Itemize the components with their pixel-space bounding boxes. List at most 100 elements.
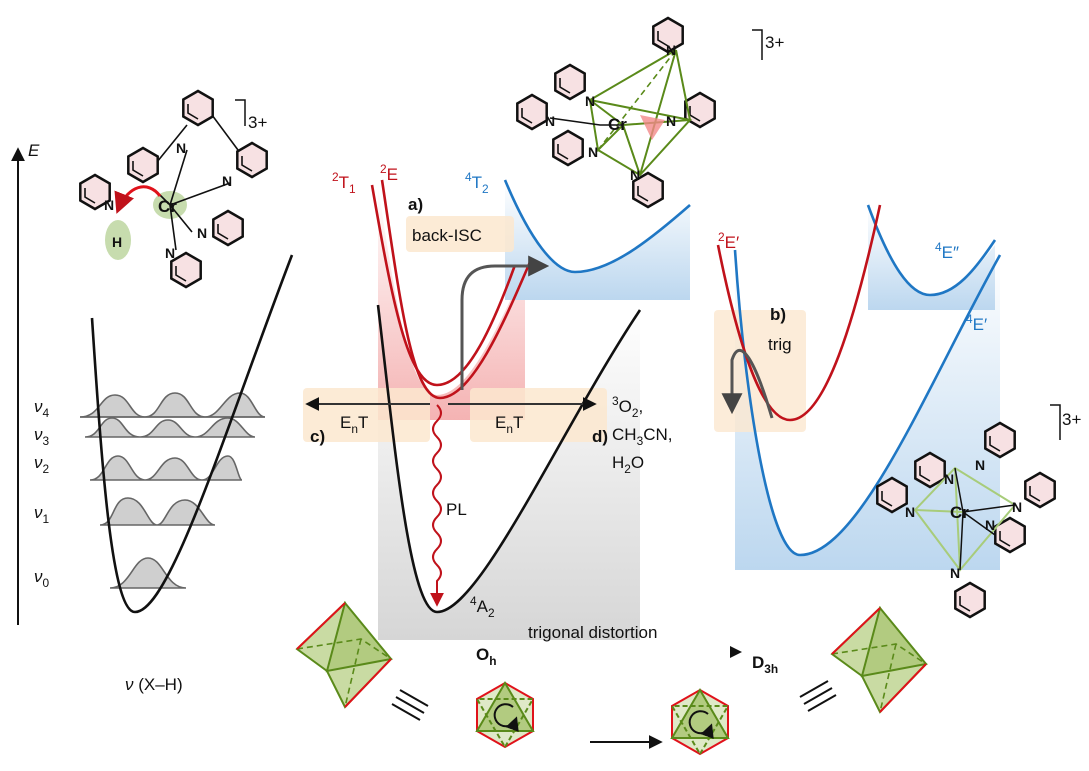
text-part: O — [476, 645, 489, 664]
atom: N — [197, 225, 207, 241]
shape-use — [915, 453, 944, 487]
atom: N — [585, 93, 595, 109]
shape-use — [877, 478, 906, 512]
shape-use — [685, 93, 714, 127]
text-part: 1 — [349, 182, 356, 196]
metal: Cr — [608, 115, 627, 134]
text-part: 3 — [43, 434, 50, 448]
text-part: D — [752, 653, 764, 672]
arrow-head — [730, 646, 742, 658]
state-label: 2E′ — [718, 230, 739, 252]
panel-label: d) — [592, 427, 608, 446]
text-part: T — [358, 413, 368, 432]
text-part: n — [351, 422, 358, 436]
text-part: O — [619, 397, 632, 416]
atom: N — [905, 504, 915, 520]
text-part: h — [489, 654, 496, 668]
highlight-box — [714, 310, 806, 432]
text-part: , — [638, 397, 643, 416]
state-label: 4E″ — [935, 240, 959, 262]
level-label: ν3 — [34, 425, 50, 448]
process-label: back-ISC — [412, 226, 482, 245]
text-part: CN, — [643, 425, 672, 444]
text-part: E — [495, 413, 506, 432]
atom: N — [104, 197, 114, 213]
atom: N — [666, 113, 676, 129]
emission — [433, 405, 441, 604]
equivalence — [800, 681, 836, 711]
text-part: T — [513, 413, 523, 432]
metal: Cr — [158, 197, 177, 216]
shape-use — [213, 211, 242, 245]
panel-label: c) — [310, 427, 325, 446]
molecule: N N N N N Cr H 3+ — [80, 91, 267, 287]
text-part: 2 — [488, 606, 495, 620]
text-part: 2 — [482, 182, 489, 196]
atom: N — [630, 167, 640, 183]
atom: N — [588, 144, 598, 160]
level-label: ν0 — [34, 567, 50, 590]
state-label: 2T1 — [332, 170, 356, 196]
panel-label: b) — [770, 305, 786, 324]
atom: N — [165, 245, 175, 261]
shape-use — [237, 143, 266, 177]
charge: 3+ — [248, 113, 267, 132]
atom: H — [112, 234, 122, 250]
shape-use — [1025, 473, 1054, 507]
equivalence — [392, 690, 428, 720]
text-part: E′ — [973, 315, 988, 334]
atom: N — [666, 42, 676, 58]
level-label: ν4 — [34, 397, 50, 420]
text-part: E — [340, 413, 351, 432]
page: Potential energy diagram { "axis": {"ene… — [0, 0, 1089, 771]
text-part: 1 — [43, 512, 50, 526]
molecule: N N N N N N Cr 3+ — [517, 18, 784, 207]
energy-label: E — [28, 141, 40, 160]
shape-path — [235, 100, 245, 126]
process-label: trigonal distortion — [528, 623, 657, 642]
atom: N — [176, 140, 186, 156]
state-label: 4T2 — [465, 170, 489, 196]
shape-use — [128, 148, 157, 182]
text-part: A — [477, 597, 489, 616]
shape-path — [640, 115, 665, 140]
atom: N — [545, 113, 555, 129]
atom: N — [944, 471, 954, 487]
shape-use — [171, 253, 200, 287]
shape-path — [90, 456, 242, 480]
top-view — [672, 690, 728, 754]
point-group: D3h — [752, 653, 778, 676]
text-part: (X–H) — [134, 675, 183, 694]
text-part: T — [472, 173, 482, 192]
text-part: E — [387, 165, 398, 184]
charge: 3+ — [765, 33, 784, 52]
shape-use — [955, 583, 984, 617]
octahedron — [832, 608, 926, 712]
shape-path — [1050, 405, 1060, 440]
text-part: 0 — [43, 576, 50, 590]
level-label: ν2 — [34, 453, 50, 476]
text-part: O — [631, 453, 644, 472]
atom: N — [985, 517, 995, 533]
text-part: T — [339, 173, 349, 192]
diagram: E ν4 ν3 ν2 ν1 ν0 ν (X–H) N N N N N Cr H … — [0, 0, 1089, 771]
body: E ν4 ν3 ν2 ν1 ν0 ν (X–H) N N N N N Cr H … — [0, 0, 1089, 771]
vibrational-levels — [80, 393, 265, 588]
shape-use — [555, 65, 584, 99]
text-part: 3h — [764, 662, 778, 676]
coordinate-label: ν (X–H) — [125, 675, 183, 694]
atom: N — [950, 565, 960, 581]
top-view — [477, 683, 533, 747]
point-group: Oh — [476, 645, 497, 668]
shape-use — [517, 95, 546, 129]
atom: N — [1012, 499, 1022, 515]
atom: N — [975, 457, 985, 473]
process-label: PL — [446, 500, 467, 519]
shape-use — [985, 423, 1014, 457]
shape-use — [553, 131, 582, 165]
level-label: ν1 — [34, 503, 50, 526]
shape-use — [183, 91, 212, 125]
text-part: E′ — [725, 233, 740, 252]
panel-label: a) — [408, 195, 423, 214]
charge: 3+ — [1062, 410, 1081, 429]
